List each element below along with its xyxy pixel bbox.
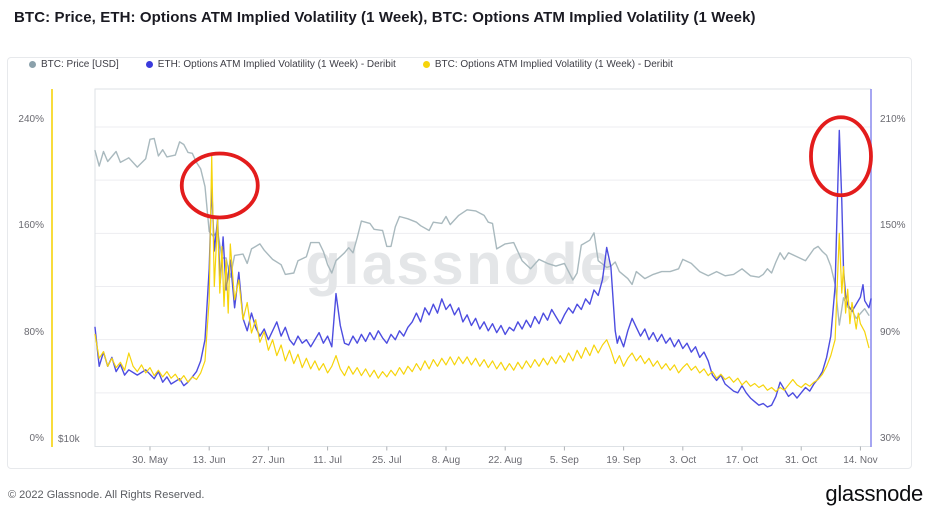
chart-card bbox=[7, 57, 912, 469]
y-axis-tick-label: 80% bbox=[23, 326, 44, 338]
x-axis-tick-label: 3. Oct bbox=[669, 455, 697, 466]
chart-legend: BTC: Price [USD] ETH: Options ATM Implie… bbox=[29, 59, 673, 70]
legend-item-btc-price[interactable]: BTC: Price [USD] bbox=[29, 59, 119, 70]
glassnode-logo: glassnode bbox=[825, 481, 923, 506]
y-axis-tick-label: 150% bbox=[880, 220, 906, 232]
x-axis-tick-label: 22. Aug bbox=[488, 455, 523, 466]
x-axis-tick-label: 19. Sep bbox=[606, 455, 641, 466]
y-axis-tick-label: 240% bbox=[18, 114, 44, 125]
x-axis-tick-label: 13. Jun bbox=[192, 455, 226, 466]
x-axis-tick-label: 14. Nov bbox=[843, 455, 878, 466]
legend-label: ETH: Options ATM Implied Volatility (1 W… bbox=[157, 59, 396, 70]
x-axis-tick-label: 17. Oct bbox=[725, 455, 759, 466]
legend-item-btc-iv[interactable]: BTC: Options ATM Implied Volatility (1 W… bbox=[422, 59, 673, 70]
x-axis-tick-label: 5. Sep bbox=[549, 455, 579, 466]
legend-label: BTC: Options ATM Implied Volatility (1 W… bbox=[434, 59, 673, 70]
x-axis-tick-label: 27. Jun bbox=[251, 455, 285, 466]
y-axis-tick-label: 0% bbox=[29, 433, 44, 444]
legend-item-eth-iv[interactable]: ETH: Options ATM Implied Volatility (1 W… bbox=[145, 59, 396, 70]
y-axis-tick-label: 210% bbox=[880, 114, 906, 125]
eth-iv-legend-dot-icon bbox=[145, 61, 153, 68]
btc-iv-legend-dot-icon bbox=[422, 61, 430, 68]
y-axis-tick-label: 160% bbox=[18, 220, 44, 232]
btc-price-legend-dot-icon bbox=[29, 61, 36, 68]
x-axis-tick-label: 25. Jul bbox=[372, 455, 402, 466]
y-axis-tick-label: 30% bbox=[880, 433, 901, 444]
x-axis-tick-label: 31. Oct bbox=[785, 455, 818, 466]
x-axis-tick-label: 11. Jul bbox=[313, 455, 342, 466]
copyright-text: © 2022 Glassnode. All Rights Reserved. bbox=[8, 489, 205, 501]
page-title: BTC: Price, ETH: Options ATM Implied Vol… bbox=[14, 9, 756, 26]
price-axis-label: $10k bbox=[58, 434, 80, 445]
x-axis-tick-label: 30. May bbox=[132, 455, 168, 466]
x-axis-tick-label: 8. Aug bbox=[431, 455, 461, 466]
y-axis-tick-label: 90% bbox=[880, 326, 901, 338]
legend-label: BTC: Price [USD] bbox=[41, 59, 119, 70]
